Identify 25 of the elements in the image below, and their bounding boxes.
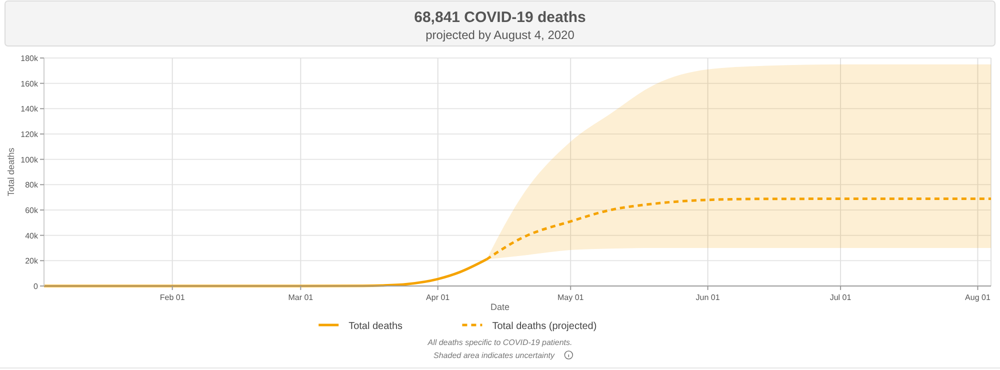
y-axis-title: Total deaths: [6, 147, 16, 196]
x-tick-label: Aug 01: [965, 293, 991, 302]
y-tick-label: 0: [34, 282, 39, 291]
chart-title: 68,841 COVID-19 deaths: [414, 9, 586, 26]
y-tick-label: 120k: [20, 130, 39, 139]
y-tick-label: 80k: [25, 180, 39, 190]
x-tick-label: Apr 01: [426, 293, 450, 302]
y-tick-label: 160k: [20, 79, 39, 88]
y-tick-label: 40k: [25, 231, 39, 240]
x-tick-label: May 01: [557, 293, 584, 302]
legend-label: Total deaths (projected): [492, 321, 597, 332]
y-tick-label: 100k: [20, 155, 39, 164]
x-tick-label: Jun 01: [696, 293, 720, 302]
legend-label: Total deaths: [348, 321, 403, 332]
y-tick-label: 180k: [20, 54, 39, 63]
chart-subtitle: projected by August 4, 2020: [426, 28, 575, 42]
text: Shaded area indicates uncertainty: [434, 351, 556, 360]
text: All deaths specific to COVID-19 patients.: [426, 338, 572, 347]
y-tick-label: 60k: [25, 206, 39, 215]
x-tick-label: Jul 01: [830, 293, 852, 302]
x-axis-title: Date: [490, 302, 510, 312]
y-tick-label: 140k: [20, 104, 39, 114]
x-tick-label: Feb 01: [160, 293, 186, 302]
y-tick-label: 20k: [25, 256, 39, 266]
x-tick-label: Mar 01: [288, 293, 314, 302]
